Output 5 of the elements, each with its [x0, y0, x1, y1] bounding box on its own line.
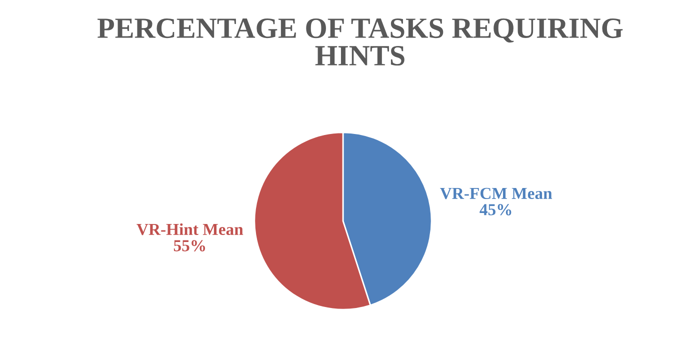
data-label: 55% [174, 240, 206, 252]
slice-label: VR-Hint Mean [136, 223, 244, 236]
slice-label: VR-FCM Mean [440, 188, 552, 200]
data-label: 45% [480, 204, 512, 216]
chart-title: PERCENTAGE OF TASKS REQUIRING HINTS [97, 18, 623, 66]
